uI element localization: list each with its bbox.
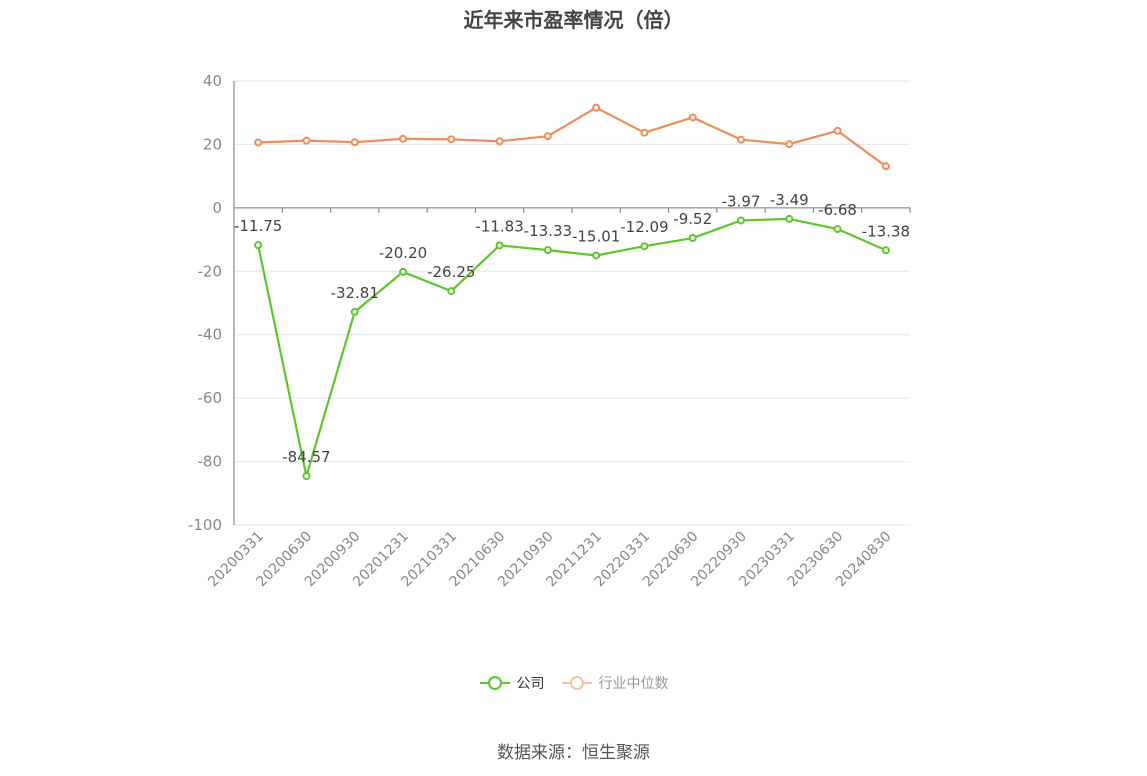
y-tick-label-5: -60 <box>198 389 223 407</box>
data-label-8: -12.09 <box>620 218 668 236</box>
data-label-2: -32.81 <box>331 284 379 302</box>
legend-industry-marker-icon <box>561 676 592 690</box>
data-label-11: -3.49 <box>770 191 809 209</box>
data-label-7: -15.01 <box>572 227 620 245</box>
series-0-point-5 <box>495 241 504 250</box>
data-label-13: -13.38 <box>862 222 910 240</box>
data-label-1: -84.57 <box>282 448 330 466</box>
series-1-point-1 <box>302 136 311 145</box>
series-0-point-10 <box>737 216 745 225</box>
series-1-point-7 <box>592 103 601 112</box>
chart-title: 近年来市盈率情况（倍） <box>463 8 684 32</box>
y-tick-label-4: -40 <box>198 326 223 344</box>
series-1-point-4 <box>447 135 456 144</box>
series-line-1 <box>258 106 887 168</box>
series-1-point-5 <box>495 137 504 146</box>
data-label-4: -26.25 <box>427 263 475 281</box>
series-0-point-9 <box>688 234 697 243</box>
data-label-12: -6.68 <box>818 201 857 219</box>
series-1-point-12 <box>833 126 842 135</box>
series-0-point-2 <box>350 307 359 316</box>
series-0-point-6 <box>543 246 552 255</box>
series-1-point-10 <box>737 135 745 144</box>
series-1-point-0 <box>254 138 263 147</box>
series-0-point-1 <box>302 472 311 481</box>
data-label-0: -11.75 <box>234 217 282 235</box>
series-0-point-7 <box>592 251 601 260</box>
series-1-point-13 <box>881 162 890 171</box>
series-1-point-11 <box>785 140 794 149</box>
series-0-point-12 <box>833 225 842 234</box>
series-1-point-3 <box>399 134 407 143</box>
legend-item-company[interactable]: 公司 <box>479 673 545 693</box>
series-0-point-4 <box>447 287 456 296</box>
y-tick-label-6: -80 <box>198 453 223 471</box>
y-tick-label-7: -100 <box>188 516 222 534</box>
series-0-point-0 <box>254 241 263 250</box>
y-tick-label-0: 40 <box>203 72 222 90</box>
pe-ratio-line-chart: 40200-20-40-60-80-1002020033120200630202… <box>188 72 911 590</box>
series-1-point-9 <box>688 113 697 122</box>
series-1-point-8 <box>640 128 649 137</box>
series-0-point-3 <box>399 267 407 276</box>
series-line-0 <box>257 217 887 477</box>
series-0-point-8 <box>640 242 649 251</box>
data-label-6: -13.33 <box>524 222 572 240</box>
data-label-9: -9.52 <box>673 210 712 228</box>
series-0-point-11 <box>785 214 794 223</box>
data-source-caption: 数据来源：恒生聚源 <box>497 743 650 763</box>
data-label-3: -20.20 <box>379 244 427 262</box>
series-1-point-2 <box>350 138 359 147</box>
chart-legend: 公司 行业中位数 <box>0 673 1147 693</box>
y-tick-label-2: 0 <box>212 199 222 217</box>
legend-industry-label: 行业中位数 <box>598 676 669 692</box>
y-tick-label-3: -20 <box>198 262 223 280</box>
legend-company-marker-icon <box>479 676 510 690</box>
legend-company-label: 公司 <box>516 676 545 692</box>
series-0-point-13 <box>881 246 890 255</box>
data-label-10: -3.97 <box>722 192 761 210</box>
series-1-point-6 <box>543 132 552 141</box>
y-tick-label-1: 20 <box>203 135 222 153</box>
data-label-5: -11.83 <box>475 217 523 235</box>
legend-item-industry[interactable]: 行业中位数 <box>561 673 669 693</box>
